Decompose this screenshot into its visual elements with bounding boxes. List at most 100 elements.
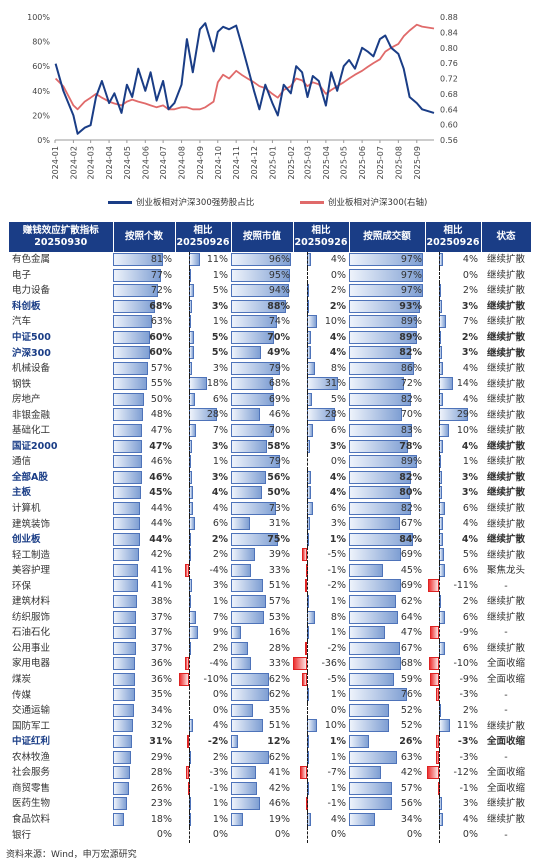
change-cell: 4%	[175, 718, 231, 734]
change-axis	[189, 625, 190, 641]
change-cell: 14%	[425, 376, 481, 392]
change-cell: 2%	[175, 749, 231, 766]
pct-value: 26%	[399, 735, 422, 747]
change-bar-negative	[187, 734, 189, 748]
change-axis	[189, 733, 190, 750]
change-value: 3%	[329, 440, 346, 452]
change-value: 3%	[211, 471, 228, 483]
change-axis	[189, 656, 190, 672]
change-bar-positive	[189, 377, 207, 391]
change-cell: -11%	[425, 578, 481, 595]
change-value: 8%	[330, 362, 346, 374]
pct-cell: 70%	[349, 407, 425, 423]
change-cell: -10%	[175, 671, 231, 688]
change-value: 5%	[211, 347, 228, 359]
change-value: 0%	[330, 269, 346, 281]
pct-bar	[231, 517, 251, 531]
pct-value: 62%	[268, 673, 290, 685]
change-axis	[307, 252, 308, 268]
table-row: 通信 46% 1% 79% 0% 89% 1% 继续扩散	[9, 454, 531, 470]
pct-cell: 38%	[113, 594, 175, 610]
pct-value: 59%	[400, 673, 422, 685]
change-axis	[439, 671, 440, 688]
change-axis	[189, 516, 190, 532]
change-value: 2%	[212, 549, 228, 561]
row-name: 食品饮料	[12, 813, 51, 825]
change-value: 11%	[456, 720, 478, 732]
pct-value: 79%	[268, 456, 290, 468]
change-axis	[189, 562, 190, 579]
pct-bar	[231, 750, 270, 764]
pct-bar	[349, 734, 369, 748]
y-left-tick-label: 20%	[32, 111, 50, 120]
diffusion-table-wrap: 赚钱效应扩散指标 20250930 按照个数 相比 20250926 按照市值 …	[9, 222, 532, 843]
pct-bar	[349, 346, 412, 360]
pct-cell: 80%	[349, 485, 425, 501]
pct-cell: 67%	[349, 516, 425, 532]
table-row: 环保 41% 3% 51% -2% 69% -11% -	[9, 578, 531, 595]
pct-cell: 52%	[349, 703, 425, 719]
pct-bar	[113, 579, 139, 593]
legend-label-right: 创业板相对沪深300(右轴)	[328, 198, 428, 208]
pct-cell: 84%	[349, 532, 425, 548]
pct-cell: 28%	[231, 641, 293, 657]
change-cell: 4%	[293, 345, 349, 361]
change-cell: -9%	[425, 625, 481, 641]
pct-cell: 32%	[113, 718, 175, 734]
change-axis	[307, 500, 308, 517]
change-bar-positive	[439, 424, 449, 438]
change-axis	[189, 811, 190, 828]
pct-cell: 58%	[231, 439, 293, 455]
change-axis	[439, 718, 440, 734]
y-right-tick-label: 0.72	[440, 75, 458, 84]
pct-cell: 52%	[349, 718, 425, 734]
change-value: 2%	[462, 704, 478, 716]
pct-value: 70%	[268, 425, 290, 437]
row-name: 电子	[12, 269, 32, 281]
pct-value: 86%	[400, 362, 422, 374]
pct-value: 82%	[399, 471, 422, 483]
pct-cell: 62%	[349, 594, 425, 610]
pct-bar	[113, 455, 142, 469]
table-row: 社会服务 28% -3% 41% -7% 42% -12% 全面收缩	[9, 765, 531, 781]
change-axis	[307, 702, 308, 719]
row-name: 中证红利	[12, 736, 51, 748]
change-value: 11%	[206, 254, 228, 265]
pct-bar	[231, 579, 263, 593]
change-cell: 2%	[425, 329, 481, 346]
change-value: 1%	[330, 627, 346, 639]
header-indicator: 赚钱效应扩散指标 20250930	[9, 222, 114, 252]
change-bar-negative	[185, 563, 189, 577]
change-value: -1%	[459, 782, 479, 794]
change-value: 4%	[461, 440, 478, 452]
change-cell: 2%	[293, 283, 349, 299]
pct-bar	[113, 315, 153, 329]
y-right-tick-label: 0.88	[440, 13, 458, 22]
pct-value: 37%	[150, 642, 172, 654]
change-axis	[189, 765, 190, 781]
change-value: 1%	[212, 456, 228, 468]
pct-cell: 18%	[113, 812, 175, 828]
table-row: 创业板 44% 2% 75% 1% 84% 4% 继续扩散	[9, 531, 531, 548]
pct-bar	[231, 486, 262, 500]
pct-cell: 56%	[231, 470, 293, 486]
pct-cell: 36%	[113, 672, 175, 688]
pct-bar	[113, 610, 136, 624]
pct-bar	[231, 548, 256, 562]
row-name: 科创板	[12, 300, 41, 312]
pct-value: 70%	[400, 409, 422, 421]
y-right-tick-label: 0.68	[440, 90, 458, 99]
change-cell: -3%	[425, 749, 481, 766]
table-row: 汽车 63% 1% 74% 10% 89% 7% 继续扩散	[9, 314, 531, 330]
pct-cell: 35%	[231, 703, 293, 719]
pct-cell: 45%	[113, 485, 175, 501]
header-turnover-change: 相比 20250926	[425, 222, 482, 252]
pct-value: 47%	[400, 627, 422, 639]
header-turnover: 按照成交额	[349, 222, 426, 252]
pct-bar	[349, 408, 403, 422]
pct-value: 67%	[400, 642, 422, 654]
pct-value: 46%	[150, 456, 172, 468]
pct-cell: 47%	[349, 625, 425, 641]
status-cell: 继续扩散	[486, 440, 525, 452]
pct-bar	[349, 610, 398, 624]
